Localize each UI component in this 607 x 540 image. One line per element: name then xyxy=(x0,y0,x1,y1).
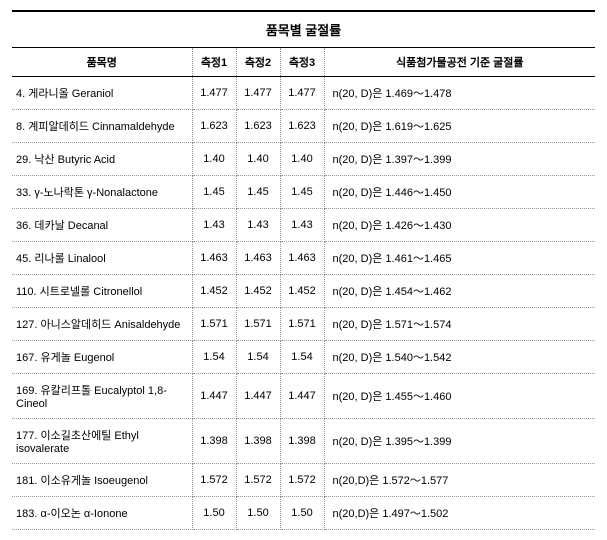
col-header-name: 품목명 xyxy=(12,48,192,77)
cell-m3: 1.477 xyxy=(280,77,324,110)
refractive-index-table: 품목별 굴절률 품목명 측정1 측정2 측정3 식품첨가물공전 기준 굴절률 4… xyxy=(12,10,595,530)
cell-spec: n(20, D)은 1.461～1.465 xyxy=(324,242,595,275)
col-header-spec: 식품첨가물공전 기준 굴절률 xyxy=(324,48,595,77)
cell-name: 181. 이소유게놀 Isoeugenol xyxy=(12,464,192,497)
cell-m3: 1.447 xyxy=(280,374,324,419)
table-row: 110. 시트로넬롤 Citronellol1.4521.4521.452n(2… xyxy=(12,275,595,308)
cell-spec: n(20, D)은 1.397～1.399 xyxy=(324,143,595,176)
table-row: 8. 계피알데히드 Cinnamaldehyde1.6231.6231.623n… xyxy=(12,110,595,143)
cell-name: 183. α-이오논 α-Ionone xyxy=(12,497,192,530)
cell-m1: 1.571 xyxy=(192,308,236,341)
table-row: 29. 낙산 Butyric Acid1.401.401.40n(20, D)은… xyxy=(12,143,595,176)
cell-m1: 1.447 xyxy=(192,374,236,419)
cell-m3: 1.54 xyxy=(280,341,324,374)
cell-m3: 1.452 xyxy=(280,275,324,308)
cell-m2: 1.452 xyxy=(236,275,280,308)
cell-spec: n(20, D)은 1.571～1.574 xyxy=(324,308,595,341)
cell-m3: 1.398 xyxy=(280,419,324,464)
cell-m1: 1.43 xyxy=(192,209,236,242)
cell-m1: 1.463 xyxy=(192,242,236,275)
table-body: 4. 게라니올 Geraniol1.4771.4771.477n(20, D)은… xyxy=(12,77,595,530)
cell-m2: 1.572 xyxy=(236,464,280,497)
cell-m1: 1.623 xyxy=(192,110,236,143)
table-row: 167. 유게놀 Eugenol1.541.541.54n(20, D)은 1.… xyxy=(12,341,595,374)
cell-spec: n(20, D)은 1.446～1.450 xyxy=(324,176,595,209)
cell-name: 33. γ-노나락톤 γ-Nonalactone xyxy=(12,176,192,209)
table-row: 127. 아니스알데히드 Anisaldehyde1.5711.5711.571… xyxy=(12,308,595,341)
col-header-m2: 측정2 xyxy=(236,48,280,77)
table-row: 183. α-이오논 α-Ionone1.501.501.50n(20,D)은 … xyxy=(12,497,595,530)
cell-m1: 1.45 xyxy=(192,176,236,209)
cell-name: 29. 낙산 Butyric Acid xyxy=(12,143,192,176)
cell-name: 4. 게라니올 Geraniol xyxy=(12,77,192,110)
cell-name: 169. 유칼리프톨 Eucalyptol 1,8-Cineol xyxy=(12,374,192,419)
cell-m2: 1.50 xyxy=(236,497,280,530)
cell-m2: 1.40 xyxy=(236,143,280,176)
cell-name: 45. 리나롤 Linalool xyxy=(12,242,192,275)
cell-spec: n(20, D)은 1.395～1.399 xyxy=(324,419,595,464)
cell-m1: 1.40 xyxy=(192,143,236,176)
col-header-m1: 측정1 xyxy=(192,48,236,77)
table-row: 169. 유칼리프톨 Eucalyptol 1,8-Cineol1.4471.4… xyxy=(12,374,595,419)
cell-m3: 1.45 xyxy=(280,176,324,209)
cell-m3: 1.40 xyxy=(280,143,324,176)
cell-m2: 1.447 xyxy=(236,374,280,419)
cell-name: 167. 유게놀 Eugenol xyxy=(12,341,192,374)
cell-m1: 1.398 xyxy=(192,419,236,464)
cell-m3: 1.43 xyxy=(280,209,324,242)
table-row: 45. 리나롤 Linalool1.4631.4631.463n(20, D)은… xyxy=(12,242,595,275)
cell-m2: 1.571 xyxy=(236,308,280,341)
cell-m1: 1.477 xyxy=(192,77,236,110)
cell-m3: 1.572 xyxy=(280,464,324,497)
cell-name: 8. 계피알데히드 Cinnamaldehyde xyxy=(12,110,192,143)
table-row: 33. γ-노나락톤 γ-Nonalactone1.451.451.45n(20… xyxy=(12,176,595,209)
cell-m2: 1.43 xyxy=(236,209,280,242)
cell-m1: 1.54 xyxy=(192,341,236,374)
cell-spec: n(20, D)은 1.469～1.478 xyxy=(324,77,595,110)
cell-m2: 1.477 xyxy=(236,77,280,110)
cell-m1: 1.572 xyxy=(192,464,236,497)
cell-spec: n(20,D)은 1.497～1.502 xyxy=(324,497,595,530)
cell-spec: n(20, D)은 1.455～1.460 xyxy=(324,374,595,419)
table-title: 품목별 굴절률 xyxy=(12,11,595,48)
table-row: 177. 이소길초산에틸 Ethyl isovalerate1.3981.398… xyxy=(12,419,595,464)
cell-spec: n(20, D)은 1.540～1.542 xyxy=(324,341,595,374)
cell-name: 177. 이소길초산에틸 Ethyl isovalerate xyxy=(12,419,192,464)
cell-spec: n(20, D)은 1.454～1.462 xyxy=(324,275,595,308)
cell-name: 127. 아니스알데히드 Anisaldehyde xyxy=(12,308,192,341)
cell-m3: 1.50 xyxy=(280,497,324,530)
cell-m3: 1.571 xyxy=(280,308,324,341)
col-header-m3: 측정3 xyxy=(280,48,324,77)
table-row: 4. 게라니올 Geraniol1.4771.4771.477n(20, D)은… xyxy=(12,77,595,110)
cell-spec: n(20, D)은 1.619～1.625 xyxy=(324,110,595,143)
table-row: 36. 데카날 Decanal1.431.431.43n(20, D)은 1.4… xyxy=(12,209,595,242)
cell-spec: n(20,D)은 1.572～1.577 xyxy=(324,464,595,497)
cell-name: 36. 데카날 Decanal xyxy=(12,209,192,242)
cell-m3: 1.463 xyxy=(280,242,324,275)
cell-m2: 1.463 xyxy=(236,242,280,275)
cell-m1: 1.452 xyxy=(192,275,236,308)
cell-name: 110. 시트로넬롤 Citronellol xyxy=(12,275,192,308)
cell-m2: 1.623 xyxy=(236,110,280,143)
cell-m1: 1.50 xyxy=(192,497,236,530)
cell-spec: n(20, D)은 1.426～1.430 xyxy=(324,209,595,242)
cell-m3: 1.623 xyxy=(280,110,324,143)
table-row: 181. 이소유게놀 Isoeugenol1.5721.5721.572n(20… xyxy=(12,464,595,497)
cell-m2: 1.45 xyxy=(236,176,280,209)
cell-m2: 1.398 xyxy=(236,419,280,464)
cell-m2: 1.54 xyxy=(236,341,280,374)
